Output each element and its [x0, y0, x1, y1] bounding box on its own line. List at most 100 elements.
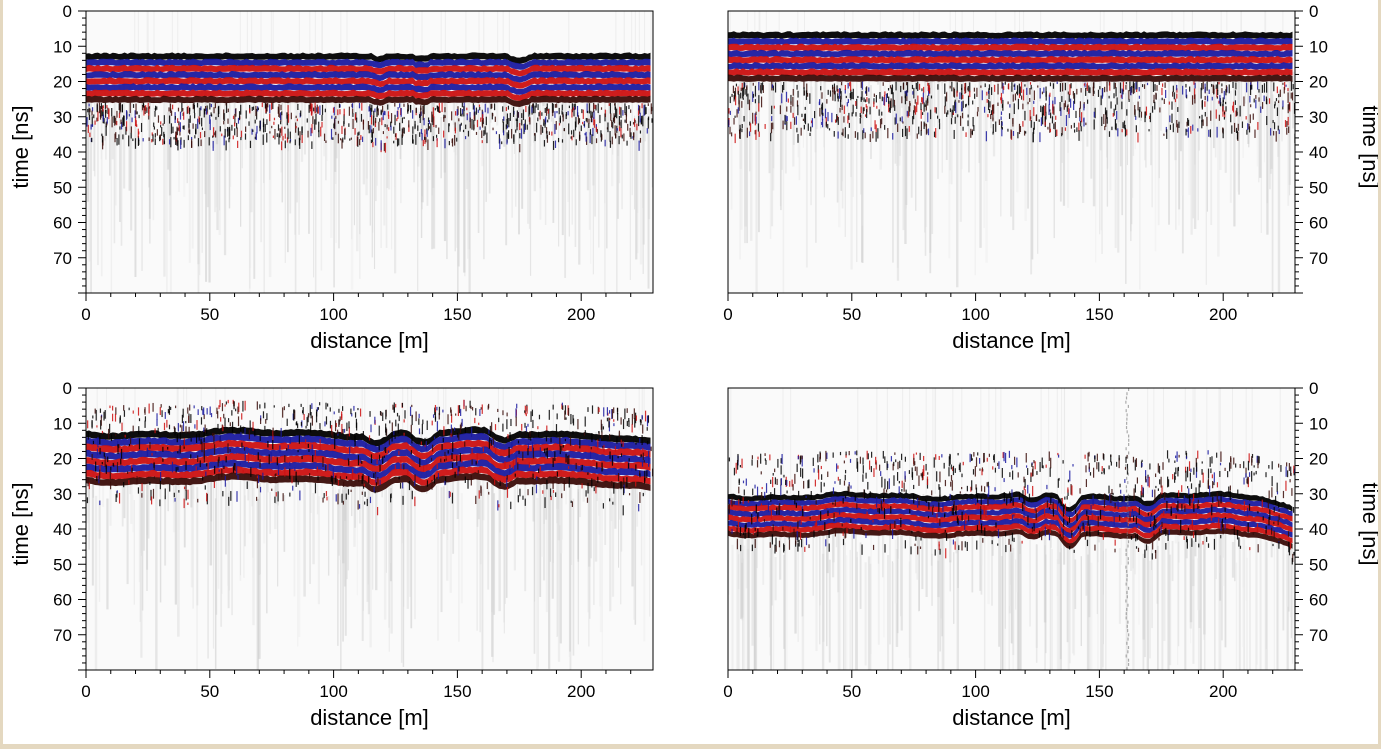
reflection-dash: [1209, 90, 1210, 95]
reflection-dash: [1282, 100, 1283, 107]
reflection-dash: [1044, 508, 1045, 517]
reflection-dash: [360, 458, 361, 463]
reflection-dash: [1031, 529, 1032, 532]
reflection-dash: [172, 105, 173, 110]
reflection-dash: [343, 121, 344, 126]
reflection-dash: [636, 415, 637, 420]
noise-streak: [332, 388, 333, 430]
noise-streak: [177, 388, 178, 430]
reflection-dash: [271, 103, 272, 110]
reflection-dash: [307, 118, 308, 122]
reflection-dash: [648, 456, 649, 467]
reflection-dash: [504, 461, 505, 468]
reflection-dash: [434, 437, 435, 440]
reflection-dash: [448, 450, 449, 453]
reflection-dash: [246, 110, 247, 118]
reflection-dash: [972, 131, 973, 134]
reflection-dash: [1165, 90, 1166, 98]
reflection-dash: [542, 127, 543, 133]
reflection-dash: [603, 445, 604, 452]
reflection-dash: [383, 113, 384, 121]
reflection-dash: [348, 123, 349, 127]
y-tick-label: 20: [53, 450, 72, 469]
reflection-dash: [289, 493, 290, 497]
reflection-dash: [632, 424, 633, 432]
reflection-dash: [884, 479, 885, 489]
reflection-dash: [557, 413, 558, 419]
reflection-dash: [197, 499, 198, 503]
reflection-dash: [1212, 496, 1213, 503]
reflection-dash: [228, 400, 229, 403]
reflection-dash: [290, 132, 291, 139]
reflection-dash: [426, 441, 427, 450]
reflection-dash: [211, 114, 212, 116]
reflection-dash: [1287, 88, 1288, 91]
reflection-dash: [1284, 87, 1285, 93]
reflection-dash: [452, 442, 453, 452]
noise-streak: [730, 11, 731, 32]
reflection-dash: [202, 477, 203, 481]
reflection-dash: [774, 488, 775, 495]
reflection-dash: [1076, 127, 1077, 132]
reflection-dash: [185, 483, 186, 491]
reflection-dash: [613, 419, 614, 421]
noise-streak: [857, 388, 858, 494]
reflection-dash: [206, 493, 207, 502]
noise-streak: [728, 388, 729, 494]
reflection-dash: [1213, 482, 1214, 485]
noise-streak: [1122, 11, 1123, 32]
reflection-dash: [359, 103, 360, 108]
reflection-dash: [772, 477, 773, 487]
reflection-dash: [370, 125, 371, 132]
reflection-dash: [1144, 550, 1145, 558]
reflection-dash: [1150, 524, 1151, 527]
reflection-dash: [463, 400, 464, 409]
reflection-dash: [565, 417, 566, 419]
reflection-dash: [1252, 454, 1253, 458]
reflection-dash: [928, 516, 929, 518]
noise-streak: [1037, 84, 1038, 254]
reflection-dash: [1246, 116, 1247, 119]
noise-streak: [577, 489, 579, 562]
reflection-dash: [634, 408, 635, 419]
reflection-dash: [1285, 120, 1286, 127]
reflection-dash: [764, 492, 765, 498]
reflection-dash: [289, 462, 290, 466]
noise-streak: [919, 11, 920, 32]
reflection-dash: [502, 410, 503, 415]
reflection-dash: [1278, 464, 1279, 468]
reflection-dash: [437, 464, 438, 469]
noise-streak: [573, 499, 575, 656]
reflection-dash: [761, 97, 762, 108]
reflection-dash: [592, 405, 593, 413]
reflection-dash: [1288, 126, 1289, 133]
reflection-dash: [1154, 84, 1155, 91]
reflection-dash: [1285, 481, 1286, 491]
reflection-dash: [631, 468, 632, 471]
reflection-dash: [749, 100, 750, 111]
noise-streak: [616, 109, 617, 299]
reflection-dash: [1193, 468, 1194, 475]
reflection-dash: [1115, 503, 1116, 508]
reflection-dash: [444, 481, 445, 485]
reflection-dash: [835, 119, 836, 122]
reflection-dash: [180, 140, 181, 149]
reflection-dash: [280, 112, 281, 120]
reflection-dash: [335, 420, 336, 431]
reflection-dash: [1052, 104, 1053, 114]
reflection-dash: [491, 422, 492, 431]
reflection-dash: [160, 472, 161, 481]
reflection-dash: [1161, 522, 1162, 527]
reflection-dash: [1277, 491, 1278, 494]
reflection-dash: [896, 114, 897, 124]
reflection-dash: [414, 497, 415, 507]
reflection-dash: [1067, 104, 1068, 107]
reflection-dash: [1001, 111, 1002, 114]
reflection-dash: [1024, 111, 1025, 120]
x-tick-label: 0: [81, 682, 90, 701]
reflection-dash: [537, 118, 538, 122]
reflection-dash: [1022, 502, 1023, 511]
reflection-dash: [1031, 463, 1032, 467]
noise-streak: [1226, 11, 1227, 32]
reflection-dash: [958, 518, 959, 524]
